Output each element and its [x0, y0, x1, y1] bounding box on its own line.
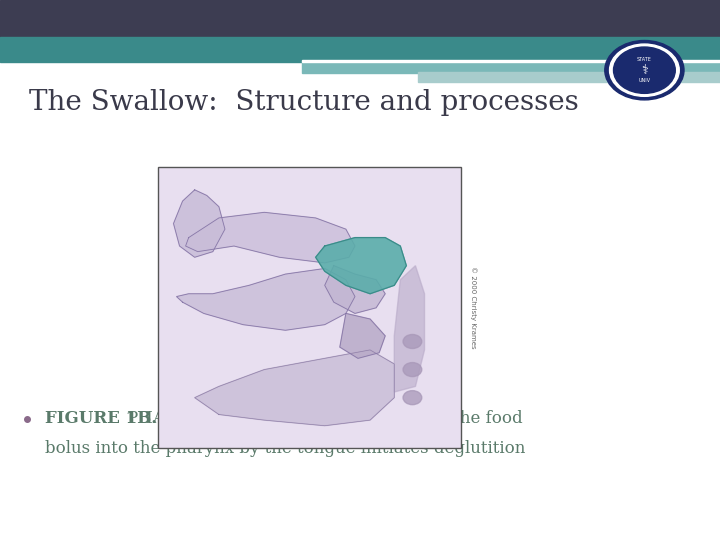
- Text: FIGURE 1B.: FIGURE 1B.: [45, 410, 158, 427]
- Circle shape: [403, 362, 422, 376]
- Bar: [302, 60, 720, 62]
- Text: UNIV: UNIV: [639, 78, 650, 83]
- Circle shape: [605, 40, 684, 100]
- Polygon shape: [194, 350, 395, 426]
- Circle shape: [613, 47, 675, 93]
- Bar: [418, 72, 720, 82]
- Bar: [158, 167, 461, 448]
- Polygon shape: [325, 266, 385, 313]
- Bar: [0, 37, 720, 62]
- Text: bolus into the pharynx by the tongue initiates deglutition: bolus into the pharynx by the tongue ini…: [45, 440, 526, 457]
- Text: STATE: STATE: [637, 57, 652, 62]
- Polygon shape: [176, 268, 355, 330]
- Circle shape: [403, 390, 422, 404]
- Circle shape: [403, 334, 422, 348]
- Polygon shape: [315, 238, 406, 294]
- Text: PHARYNGEAL Phase Displacement of the food: PHARYNGEAL Phase Displacement of the foo…: [127, 410, 522, 427]
- Circle shape: [610, 44, 679, 96]
- Bar: [302, 61, 720, 73]
- Text: The Swallow:  Structure and processes: The Swallow: Structure and processes: [29, 89, 579, 116]
- Text: © 2000 Christy Krames: © 2000 Christy Krames: [470, 266, 477, 349]
- Bar: [0, 0, 720, 38]
- Text: ⚕: ⚕: [641, 64, 648, 77]
- Polygon shape: [340, 313, 385, 359]
- Polygon shape: [186, 212, 355, 263]
- Polygon shape: [395, 266, 425, 392]
- Polygon shape: [174, 190, 225, 257]
